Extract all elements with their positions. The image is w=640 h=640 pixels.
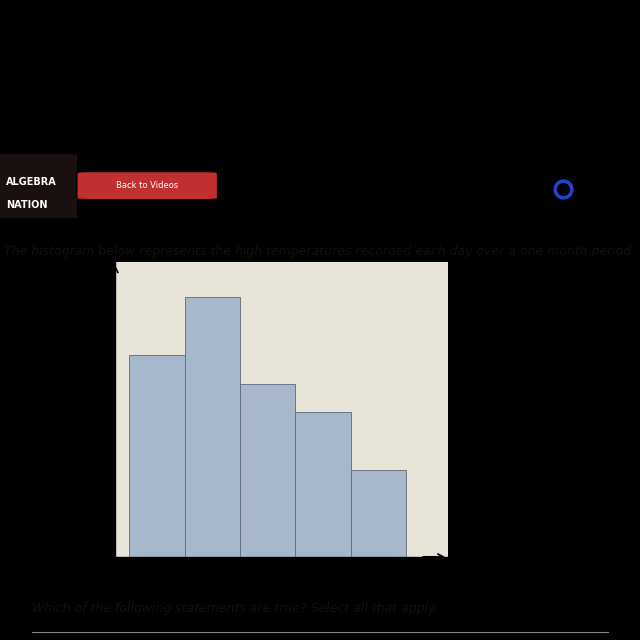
Text: NATION: NATION — [6, 200, 48, 210]
Text: Which of the following statements are true? Select all that apply.: Which of the following statements are tr… — [32, 602, 438, 614]
Text: The histogram below represents the high temperatures recorded each day over a on: The histogram below represents the high … — [4, 245, 636, 258]
Bar — [240, 383, 296, 557]
Y-axis label: Number of Days: Number of Days — [81, 364, 91, 455]
Bar — [351, 470, 406, 557]
Text: ALGEBRA: ALGEBRA — [6, 177, 57, 188]
Bar — [184, 297, 240, 557]
X-axis label: Temperature (degrees Celsius): Temperature (degrees Celsius) — [196, 582, 367, 592]
Bar — [296, 413, 351, 557]
Text: Back to Videos: Back to Videos — [116, 181, 179, 190]
Bar — [129, 355, 184, 557]
FancyBboxPatch shape — [77, 172, 218, 200]
